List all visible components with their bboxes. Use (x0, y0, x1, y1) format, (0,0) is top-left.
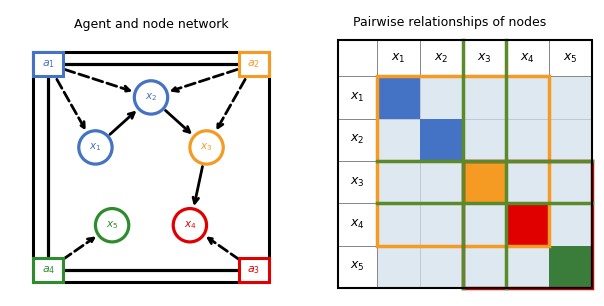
Bar (420, 119, 463, 161)
Bar (506, 161, 549, 203)
Bar (377, 76, 420, 119)
Text: $x_2$: $x_2$ (145, 91, 157, 103)
Text: $x_1$: $x_1$ (391, 52, 406, 65)
Bar (338, 40, 592, 288)
Text: $x_5$: $x_5$ (106, 219, 118, 231)
Text: $x_1$: $x_1$ (89, 142, 101, 153)
Bar (463, 119, 506, 161)
Bar (506, 246, 549, 288)
Bar (338, 119, 377, 161)
Bar (338, 246, 377, 288)
Text: Pairwise relationships of nodes: Pairwise relationships of nodes (353, 17, 547, 29)
Text: $x_3$: $x_3$ (477, 52, 492, 65)
Bar (420, 203, 463, 246)
Bar (377, 246, 420, 288)
Bar (338, 76, 377, 119)
Bar (239, 258, 269, 282)
Bar (377, 76, 420, 119)
Text: $x_1$: $x_1$ (350, 91, 364, 104)
Bar (377, 40, 420, 76)
Bar (549, 119, 592, 161)
Bar (377, 161, 420, 203)
Text: $a_1$: $a_1$ (42, 58, 55, 70)
Bar (463, 246, 506, 288)
Bar (420, 119, 463, 161)
Bar (420, 246, 463, 288)
Bar (549, 40, 592, 76)
Bar (506, 203, 549, 246)
Bar (338, 203, 377, 246)
Bar (549, 246, 592, 288)
Bar (420, 161, 463, 203)
Bar (506, 203, 549, 246)
Text: $x_5$: $x_5$ (564, 52, 578, 65)
Bar (506, 40, 549, 76)
Bar (377, 76, 549, 246)
Bar (506, 76, 549, 119)
Bar (420, 40, 463, 76)
Text: $x_4$: $x_4$ (184, 219, 196, 231)
Text: $x_4$: $x_4$ (520, 52, 535, 65)
Bar (338, 161, 377, 203)
Text: $a_4$: $a_4$ (42, 264, 55, 276)
Bar (549, 76, 592, 119)
Text: $x_3$: $x_3$ (350, 176, 365, 189)
Bar (338, 40, 377, 76)
Text: $x_3$: $x_3$ (201, 142, 213, 153)
Bar (377, 119, 420, 161)
Bar (506, 119, 549, 161)
Bar (33, 258, 63, 282)
Text: $x_2$: $x_2$ (434, 52, 449, 65)
Bar (420, 76, 463, 119)
Bar (549, 246, 592, 288)
Bar (463, 161, 506, 203)
Text: $x_5$: $x_5$ (350, 260, 365, 274)
Bar (549, 203, 592, 246)
Text: $a_3$: $a_3$ (247, 264, 260, 276)
Bar (463, 161, 592, 288)
Text: $x_2$: $x_2$ (350, 133, 364, 146)
Bar (239, 52, 269, 76)
Bar (463, 203, 506, 246)
Bar (463, 40, 506, 76)
Bar (463, 161, 506, 203)
Text: $a_2$: $a_2$ (247, 58, 260, 70)
Text: Agent and node network: Agent and node network (74, 18, 228, 31)
Bar (33, 52, 269, 282)
Bar (549, 161, 592, 203)
Bar (377, 203, 420, 246)
Bar (33, 52, 63, 76)
Text: $x_4$: $x_4$ (350, 218, 365, 231)
Bar (463, 76, 506, 119)
